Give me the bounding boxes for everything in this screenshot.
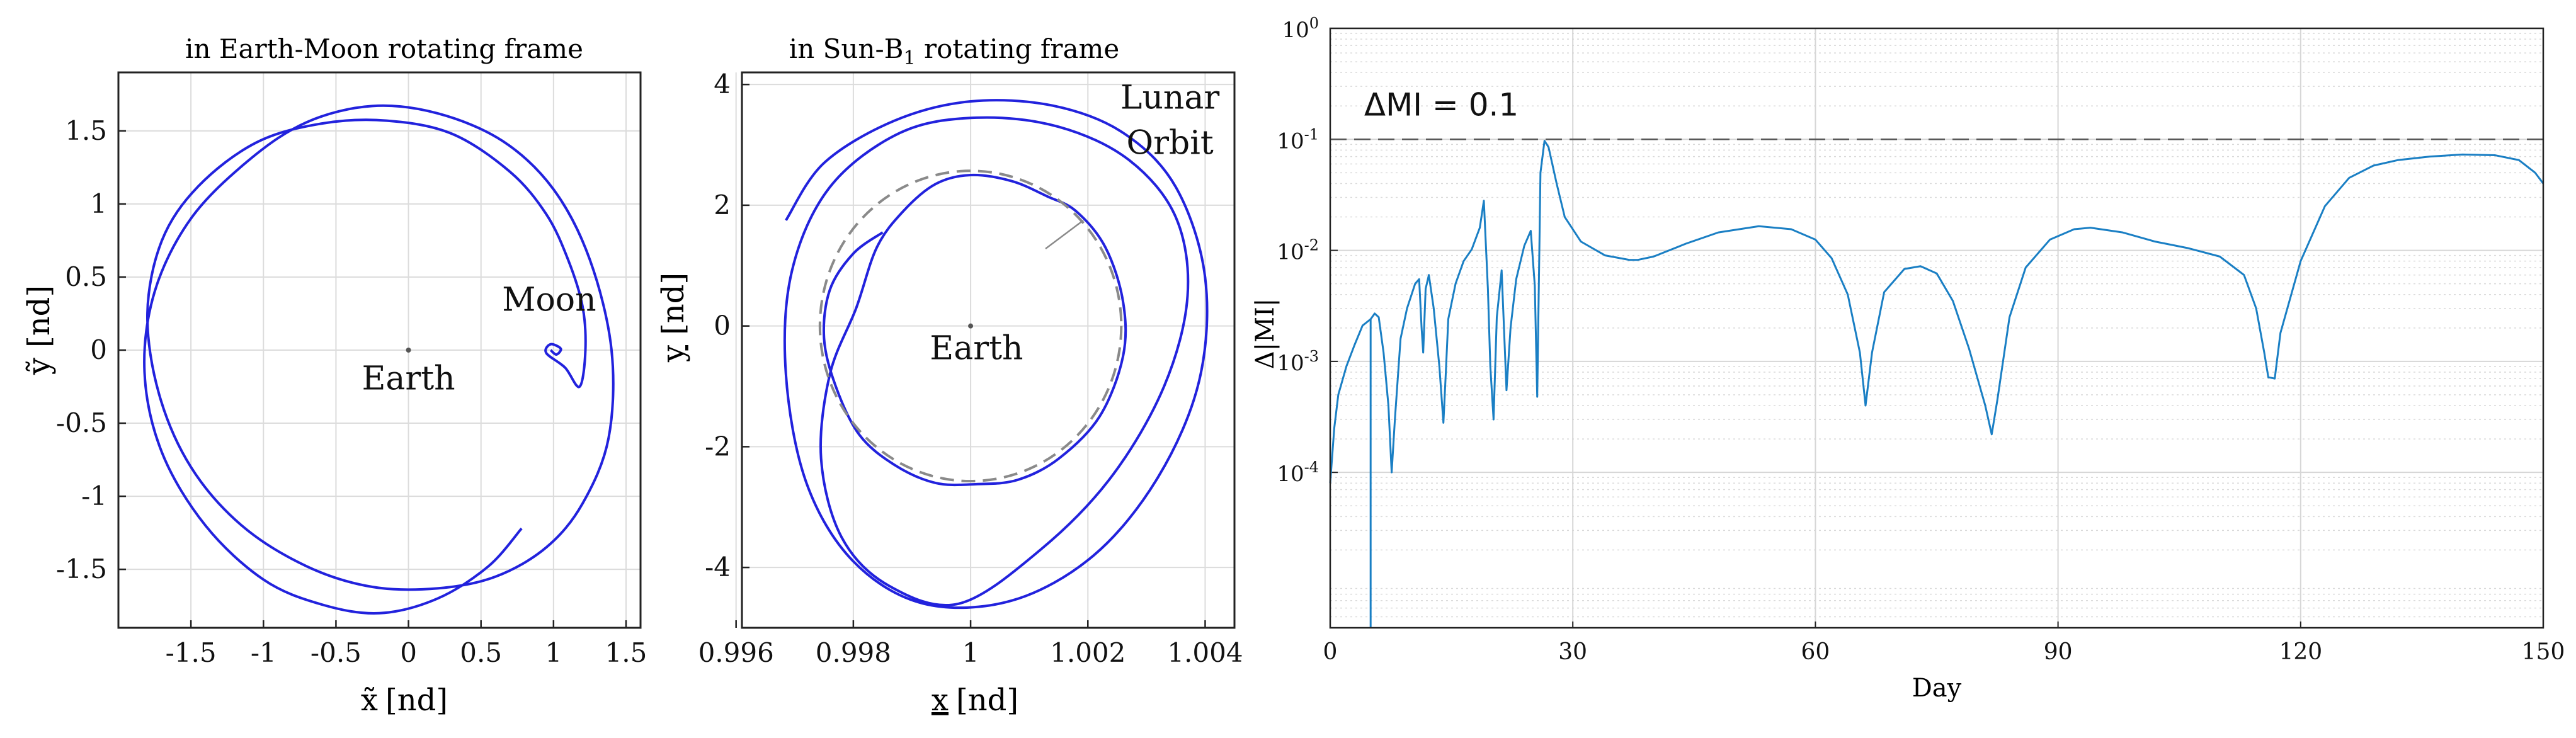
x-tick-label: 0 bbox=[400, 637, 417, 668]
sun-b1-x-label: x [nd] bbox=[932, 683, 1018, 718]
x-tick-label: 0.5 bbox=[460, 637, 502, 668]
mi-y-label: Δ|MI| bbox=[1251, 298, 1280, 370]
mi-threshold: ΔMI = 0.1 bbox=[1330, 86, 2543, 140]
x-tick-label: 0.996 bbox=[698, 637, 774, 668]
x-tick-label: 1.5 bbox=[605, 637, 647, 668]
x-tick-label: 150 bbox=[2522, 639, 2565, 665]
y-tick-label: 10-3 bbox=[1277, 348, 1319, 376]
annotation-moon: Moon bbox=[502, 281, 596, 319]
x-tick-label: 1.002 bbox=[1050, 637, 1126, 668]
sun-b1-x-label-var: x bbox=[932, 683, 949, 718]
y-tick-label: -2 bbox=[705, 431, 731, 462]
earth-moon-y-label: ỹ [nd] bbox=[21, 285, 57, 375]
x-tick-label: 1.004 bbox=[1167, 637, 1243, 668]
annotation-lunar: Lunar bbox=[1120, 79, 1220, 117]
sun-b1-title-main: in Sun-B bbox=[789, 33, 904, 64]
sun-b1-annotations: Earth Lunar Orbit bbox=[930, 79, 1219, 368]
sun-b1-title-subscript: 1 bbox=[904, 47, 916, 69]
delta-mi-line bbox=[1329, 140, 2545, 484]
y-tick-label: 100 bbox=[1282, 14, 1319, 43]
sun-b1-title: in Sun-B1 rotating frame bbox=[789, 33, 1119, 69]
earth-moon-series bbox=[143, 104, 615, 615]
y-tick-label: 10-4 bbox=[1277, 458, 1319, 487]
sun-b1-y-label-var: y bbox=[656, 345, 691, 363]
y-tick-label: -1 bbox=[81, 480, 107, 511]
y-tick-label: 1.5 bbox=[65, 115, 107, 146]
x-tick-label: 30 bbox=[1558, 639, 1587, 665]
earth-moon-y-label-unit: [nd] bbox=[21, 285, 57, 348]
x-tick-label: 1 bbox=[545, 637, 562, 668]
y-tick-label: 10-1 bbox=[1277, 125, 1319, 154]
y-tick-label: -4 bbox=[705, 552, 731, 582]
sun-b1-panel: in Sun-B1 rotating frame 0.996 0.998 1 1.00… bbox=[656, 33, 1243, 718]
mi-ticks: 0 30 60 90 120 150 10-4 10-3 10-2 10-1 100 bbox=[1277, 14, 2565, 665]
earth-moon-axes-box bbox=[117, 71, 642, 629]
earth-moon-y-label-var: ỹ bbox=[21, 358, 57, 375]
earth-moon-grid bbox=[118, 72, 641, 628]
sun-b1-x-label-unit: [nd] bbox=[956, 683, 1018, 718]
earth-moon-ticks: -1.5 -1 -0.5 0 0.5 1 1.5 -1.5 -1 -0.5 0 0.5 1 1.5 bbox=[56, 115, 647, 668]
earth-marker bbox=[406, 348, 411, 353]
lunar-orbit-leader-line bbox=[1045, 220, 1084, 249]
x-tick-label: 120 bbox=[2279, 639, 2322, 665]
earth-moon-annotations: Earth Moon bbox=[362, 281, 596, 397]
threshold-label: ΔMI = 0.1 bbox=[1364, 86, 1519, 123]
y-tick-label: 0 bbox=[714, 310, 731, 341]
y-tick-label: -0.5 bbox=[56, 407, 107, 438]
sun-b1-y-label-unit: [nd] bbox=[656, 273, 691, 335]
y-tick-label: 1 bbox=[90, 188, 107, 219]
mutual-information-panel: 0 30 60 90 120 150 10-4 10-3 10-2 10-1 100 ΔMI = 0… bbox=[1251, 14, 2565, 703]
trajectory-line bbox=[783, 99, 1209, 610]
earth-moon-title: in Earth-Moon rotating frame bbox=[185, 33, 583, 64]
x-tick-label: -0.5 bbox=[311, 637, 362, 668]
lunar-orbit-dashed-circle bbox=[818, 169, 1123, 483]
sun-b1-series bbox=[783, 99, 1209, 610]
y-tick-label: -1.5 bbox=[56, 554, 107, 584]
y-tick-label: 0.5 bbox=[65, 261, 107, 292]
annotation-earth: Earth bbox=[930, 329, 1023, 367]
earth-moon-x-label-unit: [nd] bbox=[385, 683, 448, 718]
earth-moon-panel: in Earth-Moon rotating frame -1.5 -1 -0.5 0… bbox=[21, 33, 647, 718]
x-tick-label: 60 bbox=[1801, 639, 1830, 665]
earth-moon-x-label: x̃ [nd] bbox=[361, 683, 448, 718]
mi-axes-box bbox=[1329, 27, 2545, 629]
mi-x-label: Day bbox=[1912, 674, 1962, 703]
mi-series bbox=[1329, 140, 2545, 628]
earth-moon-x-label-var: x̃ bbox=[361, 683, 378, 718]
mi-grid bbox=[1330, 28, 2544, 628]
y-tick-label: 2 bbox=[714, 190, 731, 220]
x-tick-label: 1 bbox=[962, 637, 979, 668]
annotation-orbit: Orbit bbox=[1126, 124, 1213, 162]
x-tick-label: -1.5 bbox=[166, 637, 217, 668]
y-tick-label: 10-2 bbox=[1277, 237, 1319, 265]
annotation-earth: Earth bbox=[362, 360, 455, 398]
y-tick-label: 4 bbox=[714, 69, 731, 99]
x-tick-label: 0.998 bbox=[816, 637, 891, 668]
sun-b1-y-label: y [nd] bbox=[656, 273, 691, 363]
sun-b1-title-tail: rotating frame bbox=[916, 33, 1120, 64]
sun-b1-axes-box bbox=[741, 71, 1236, 629]
sun-b1-ticks: 0.996 0.998 1 1.002 1.004 -4 -2 0 2 4 bbox=[698, 69, 1243, 668]
x-tick-label: 0 bbox=[1323, 639, 1338, 665]
trajectory-line bbox=[143, 104, 615, 615]
y-tick-label: 0 bbox=[90, 334, 107, 365]
earth-marker bbox=[968, 323, 974, 329]
x-tick-label: 90 bbox=[2044, 639, 2073, 665]
x-tick-label: -1 bbox=[251, 637, 276, 668]
